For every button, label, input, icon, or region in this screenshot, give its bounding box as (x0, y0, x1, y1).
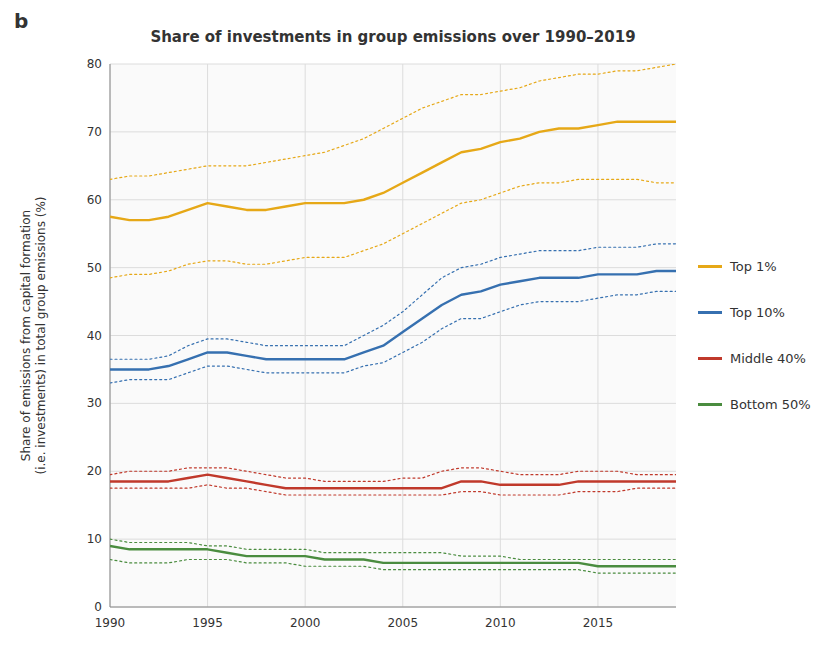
y-tick-label: 20 (87, 464, 102, 478)
series-line (110, 546, 676, 566)
x-tick-label: 2015 (583, 616, 614, 630)
bound-line (110, 485, 676, 495)
series-line (110, 122, 676, 220)
y-tick-label: 80 (87, 57, 102, 71)
series-line (110, 475, 676, 489)
legend-swatch (698, 403, 722, 406)
y-grid-line (110, 539, 676, 540)
series-line (110, 271, 676, 369)
chart: b Share of investments in group emissions… (0, 0, 836, 657)
x-grid-line (110, 64, 111, 607)
y-tick-label: 0 (94, 600, 102, 614)
y-grid-line (110, 403, 676, 404)
y-tick-label: 60 (87, 193, 102, 207)
plot-area (110, 64, 676, 607)
legend-swatch (698, 311, 722, 314)
x-tick-label: 1995 (192, 616, 223, 630)
y-axis-label: Share of emissions from capital formatio… (19, 196, 48, 474)
y-tick-label: 30 (87, 396, 102, 410)
y-grid-line (110, 64, 676, 65)
y-tick-label: 50 (87, 261, 102, 275)
x-grid-line (597, 64, 598, 607)
x-tick-label: 2000 (290, 616, 321, 630)
x-grid-line (500, 64, 501, 607)
legend: Top 1% Top 10% Middle 40% Bottom 50% (698, 259, 811, 412)
x-tick-label: 1990 (95, 616, 126, 630)
y-grid-line (110, 131, 676, 132)
panel-label: b (14, 9, 28, 33)
x-grid-line (305, 64, 306, 607)
x-axis-line (110, 607, 676, 608)
legend-swatch (698, 265, 722, 268)
x-grid-line (402, 64, 403, 607)
bound-line (110, 244, 676, 359)
series-group (110, 64, 676, 573)
legend-label: Top 1% (729, 259, 777, 274)
bound-line (110, 291, 676, 383)
y-grid-line (110, 267, 676, 268)
bound-line (110, 64, 676, 179)
x-tick-label: 2010 (485, 616, 516, 630)
y-axis-line (110, 64, 111, 607)
y-tick-label: 70 (87, 125, 102, 139)
legend-swatch (698, 357, 722, 360)
y-grid-line (110, 199, 676, 200)
legend-label: Top 10% (729, 305, 785, 320)
title: Share of investments in group emissions … (150, 28, 635, 46)
grid (110, 64, 676, 607)
y-tick-label: 40 (87, 329, 102, 343)
legend-label: Middle 40% (730, 351, 806, 366)
y-tick-label: 10 (87, 532, 102, 546)
bound-line (110, 468, 676, 482)
x-tick-label: 2005 (387, 616, 418, 630)
bound-line (110, 179, 676, 277)
legend-label: Bottom 50% (730, 397, 811, 412)
y-grid-line (110, 607, 676, 608)
y-grid-line (110, 335, 676, 336)
x-grid-line (207, 64, 208, 607)
